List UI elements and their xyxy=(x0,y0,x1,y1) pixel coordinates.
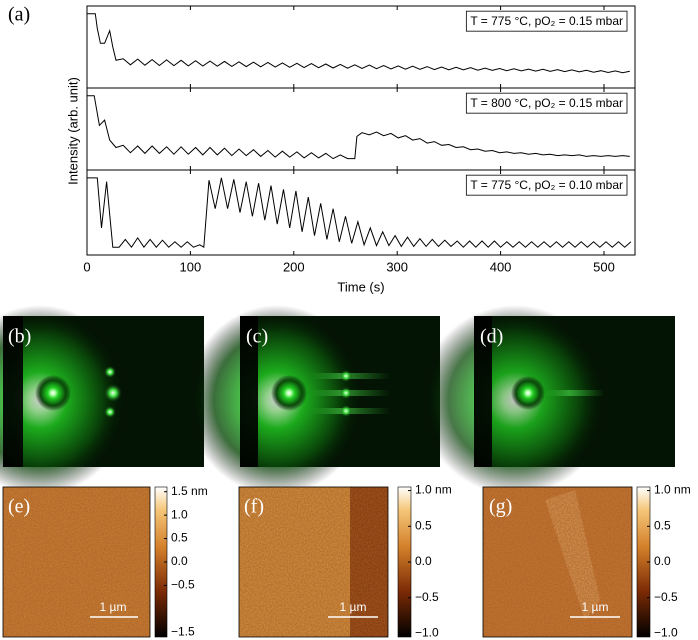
panel-label: (b) xyxy=(8,326,31,348)
colorbar-tick-label: −0.5 xyxy=(415,590,439,604)
afm-image xyxy=(2,486,151,638)
colorbar-tick-label: 1.0 xyxy=(171,507,188,521)
annotation-box xyxy=(465,174,628,196)
colorbar-tick-label: 0.5 xyxy=(171,531,188,545)
colorbar-tick-label: −1.5 xyxy=(171,624,195,638)
colorbar-tick-label: −0.5 xyxy=(654,590,678,604)
plot-frame xyxy=(86,169,636,256)
scale-bar-label: 1 µm xyxy=(340,600,367,614)
panel-label: (e) xyxy=(8,496,30,518)
colorbar-tick-label: 0.0 xyxy=(654,554,671,568)
annotation-box xyxy=(465,10,628,32)
scale-bar-label: 1 µm xyxy=(582,600,609,614)
colorbar-tick-label: 0.5 xyxy=(654,518,671,532)
annotation: T = 775 °C, pO₂ = 0.15 mbar xyxy=(470,14,623,28)
intensity-line xyxy=(87,13,630,74)
colorbar-tick-label: 0.5 xyxy=(415,518,432,532)
colorbar-tick-label: −1.0 xyxy=(654,626,678,640)
x-tick-label: 400 xyxy=(490,259,512,274)
colorbar-tick-label: 0.0 xyxy=(415,554,432,568)
colorbar-tick-label: 1.0 nm xyxy=(654,483,691,497)
afm-image xyxy=(482,486,633,638)
rheed-image xyxy=(187,305,440,495)
colorbar-tick-label: 1.0 nm xyxy=(415,483,452,497)
x-tick-label: 200 xyxy=(283,259,305,274)
panel-label: (d) xyxy=(480,326,503,348)
x-tick-label: 0 xyxy=(83,259,90,274)
intensity-line xyxy=(87,95,630,160)
x-tick-label: 500 xyxy=(593,259,615,274)
scale-bar-label: 1 µm xyxy=(100,600,127,614)
panel-label: (c) xyxy=(246,326,268,348)
colorbar-tick-label: −0.5 xyxy=(171,578,195,592)
annotation: T = 800 °C, pO₂ = 0.15 mbar xyxy=(470,96,623,110)
annotation-box xyxy=(465,92,628,114)
x-tick-label: 300 xyxy=(386,259,408,274)
colorbar-tick-label: 1.5 nm xyxy=(171,484,208,498)
rheed-image xyxy=(0,305,204,495)
intensity-line xyxy=(87,177,632,249)
colorbar-tick-label: 0.0 xyxy=(171,554,188,568)
annotation: T = 775 °C, pO₂ = 0.10 mbar xyxy=(470,178,623,192)
x-axis-label: Time (s) xyxy=(337,279,384,294)
rheed-image xyxy=(420,305,675,495)
y-axis-label: Intensity (arb. unit) xyxy=(65,77,80,185)
afm-image xyxy=(238,486,389,638)
panel-label: (f) xyxy=(244,496,264,518)
colorbar-tick-label: −1.0 xyxy=(415,626,439,640)
panel-label: (a) xyxy=(8,4,30,26)
panel-label: (g) xyxy=(489,496,512,518)
x-tick-label: 100 xyxy=(180,259,202,274)
